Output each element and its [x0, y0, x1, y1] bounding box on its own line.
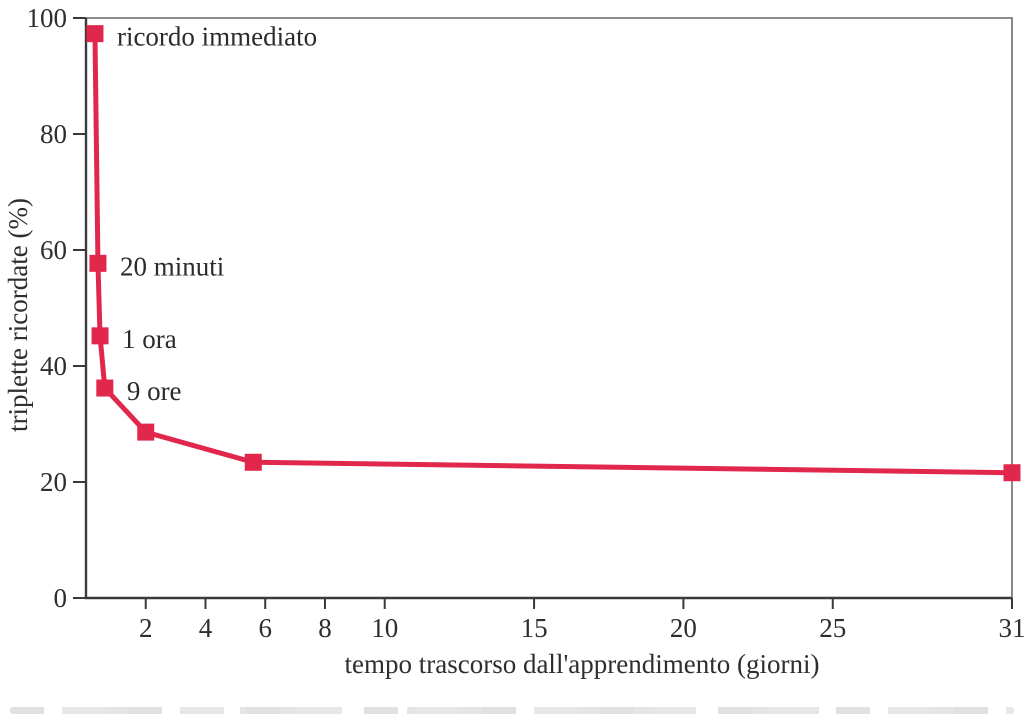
x-tick-label: 25 [819, 613, 846, 643]
x-tick-label: 6 [258, 613, 272, 643]
y-axis-ticks: 0 20 40 60 80 100 [27, 3, 86, 613]
x-tick-label: 10 [371, 613, 398, 643]
y-tick-label: 20 [40, 467, 67, 497]
data-point-marker [89, 254, 107, 272]
axes [84, 18, 1012, 600]
y-axis-title: triplette ricordate (%) [3, 198, 33, 432]
x-axis-title: tempo trascorso dall'apprendimento (gior… [345, 649, 820, 679]
series-line [92, 33, 1013, 476]
x-tick-label: 15 [521, 613, 548, 643]
x-tick-label: 31 [999, 613, 1024, 643]
data-point-marker [137, 423, 155, 441]
plot-box-border [86, 17, 1013, 598]
data-point-marker [96, 379, 114, 397]
y-tick-label: 40 [40, 351, 67, 381]
plot-border [86, 17, 1013, 598]
data-point-label: ricordo immediato [117, 22, 317, 52]
y-tick-label: 60 [40, 235, 67, 265]
x-tick-label: 2 [139, 613, 153, 643]
data-point-label: 9 ore [127, 376, 182, 406]
point-annotations: ricordo immediato 20 minuti 1 ora 9 ore [117, 22, 317, 406]
x-tick-label: 8 [318, 613, 332, 643]
data-point-label: 20 minuti [120, 251, 224, 281]
data-point-marker [86, 25, 104, 43]
y-tick-label: 100 [27, 3, 68, 33]
y-tick-label: 0 [54, 583, 68, 613]
scan-artifact-strip [10, 707, 1014, 714]
x-tick-label: 4 [199, 613, 213, 643]
data-point-marker [244, 453, 262, 471]
data-point-marker [1003, 464, 1021, 482]
data-series [86, 25, 1021, 482]
data-point-label: 1 ora [122, 324, 177, 354]
x-axis-ticks: 2 4 6 8 10 15 20 25 31 [139, 598, 1024, 643]
axis-lines [84, 18, 1012, 600]
x-tick-label: 20 [670, 613, 697, 643]
y-tick-label: 80 [40, 119, 67, 149]
data-point-marker [91, 327, 109, 345]
